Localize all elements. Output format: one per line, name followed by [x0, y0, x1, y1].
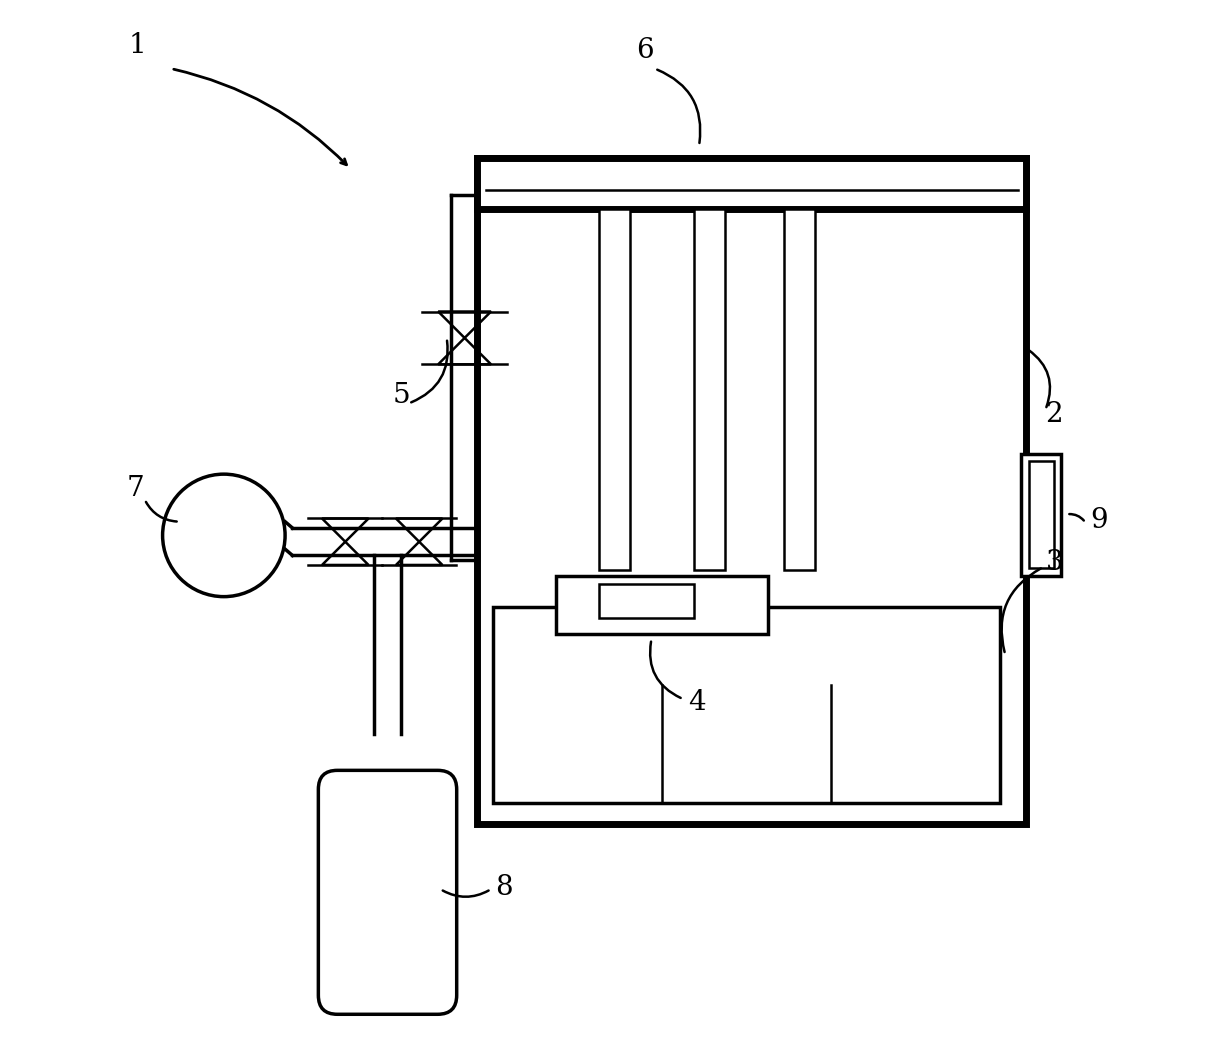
Bar: [477, 158, 1027, 824]
Text: 4: 4: [689, 689, 707, 716]
Bar: [557, 576, 767, 634]
Bar: [599, 209, 631, 570]
Bar: [477, 158, 1027, 209]
Bar: [599, 584, 693, 618]
Bar: [693, 209, 726, 570]
Bar: [784, 209, 815, 570]
Text: 2: 2: [1045, 401, 1063, 429]
Bar: [1028, 461, 1053, 568]
Bar: [1021, 454, 1062, 576]
Text: 7: 7: [127, 475, 145, 503]
Text: 5: 5: [393, 382, 411, 410]
Text: 6: 6: [635, 37, 654, 64]
Text: 3: 3: [1045, 549, 1063, 577]
Text: 1: 1: [129, 32, 146, 59]
FancyBboxPatch shape: [319, 771, 457, 1014]
Text: 9: 9: [1090, 507, 1108, 534]
Text: 8: 8: [495, 874, 513, 902]
Bar: [493, 607, 1000, 803]
